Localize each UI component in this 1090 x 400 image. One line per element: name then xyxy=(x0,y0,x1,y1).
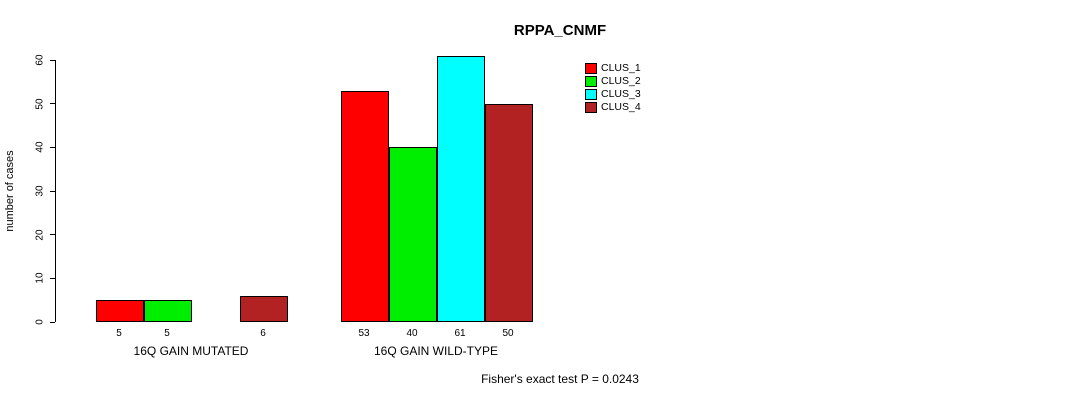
bar-clus_1-group1 xyxy=(96,300,144,322)
y-tick-label: 60 xyxy=(34,54,46,66)
bar-clus_2-group1 xyxy=(144,300,192,322)
bar-value-label: 61 xyxy=(454,328,466,339)
y-tick xyxy=(50,321,55,323)
y-tick-label: 20 xyxy=(34,229,46,241)
bar-clus_4-group2 xyxy=(485,103,533,322)
chart-legend: CLUS_1 CLUS_2 CLUS_3 CLUS_4 xyxy=(585,62,641,114)
legend-label-clus-1: CLUS_1 xyxy=(601,62,641,74)
y-tick-label: 30 xyxy=(34,185,46,197)
bar-value-label: 5 xyxy=(164,328,170,339)
y-tick-label: 40 xyxy=(34,141,46,153)
legend-label-clus-2: CLUS_2 xyxy=(601,75,641,87)
bar-clus_2-group2 xyxy=(389,147,437,322)
y-tick xyxy=(50,277,55,279)
legend-item-clus-3: CLUS_3 xyxy=(585,88,641,100)
x-category-label-wildtype: 16Q GAIN WILD-TYPE xyxy=(373,344,499,358)
y-axis-label: number of cases xyxy=(4,150,16,232)
legend-swatch-clus-1 xyxy=(585,62,597,74)
bar-value-label: 40 xyxy=(406,328,418,339)
bar-value-label: 50 xyxy=(502,328,514,339)
x-category-label-mutated: 16Q GAIN MUTATED xyxy=(133,344,249,358)
y-tick-label: 50 xyxy=(34,98,46,110)
y-tick xyxy=(50,190,55,192)
y-tick xyxy=(50,234,55,236)
y-tick xyxy=(50,146,55,148)
legend-swatch-clus-2 xyxy=(585,75,597,87)
legend-label-clus-3: CLUS_3 xyxy=(601,88,641,100)
legend-item-clus-2: CLUS_2 xyxy=(585,75,641,87)
bar-clus_4-group1 xyxy=(240,295,288,322)
legend-swatch-clus-4 xyxy=(585,101,597,113)
y-tick xyxy=(50,103,55,105)
y-tick-label: 10 xyxy=(34,272,46,284)
legend-item-clus-4: CLUS_4 xyxy=(585,101,641,113)
fisher-test-annotation: Fisher's exact test P = 0.0243 xyxy=(481,372,639,386)
bar-value-label: 6 xyxy=(260,328,266,339)
y-tick-label: 0 xyxy=(34,319,46,325)
y-tick xyxy=(50,59,55,61)
bar-value-label: 5 xyxy=(116,328,122,339)
bar-clus_3-group2 xyxy=(437,55,485,322)
legend-swatch-clus-3 xyxy=(585,88,597,100)
legend-item-clus-1: CLUS_1 xyxy=(585,62,641,74)
legend-label-clus-4: CLUS_4 xyxy=(601,101,641,113)
bar-value-label: 53 xyxy=(358,328,370,339)
bar-clus_1-group2 xyxy=(341,90,389,322)
plot-area: 0 10 20 30 40 50 60 xyxy=(35,54,656,325)
chart-title: RPPA_CNMF xyxy=(513,22,607,39)
